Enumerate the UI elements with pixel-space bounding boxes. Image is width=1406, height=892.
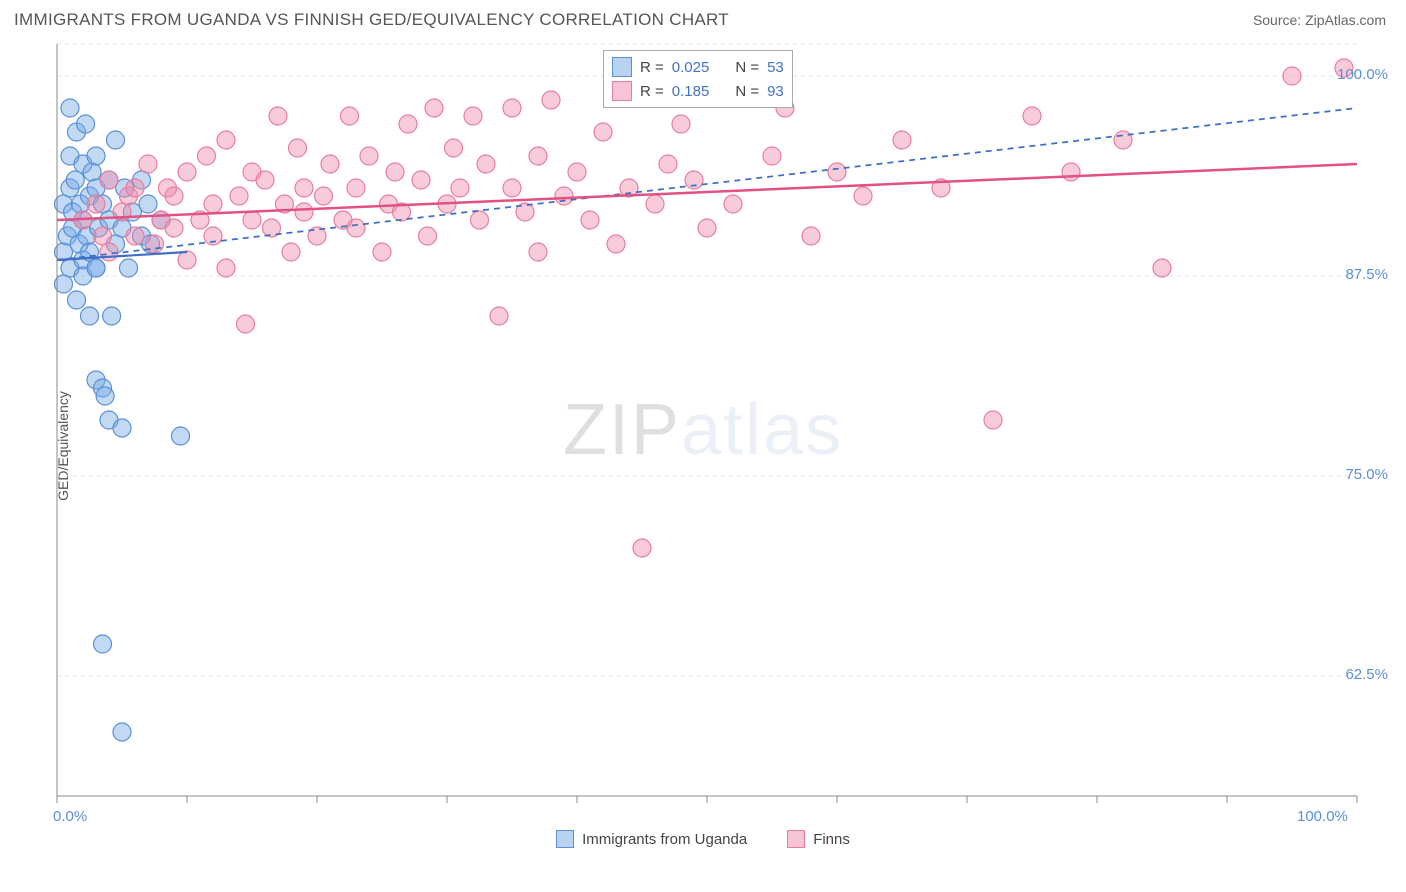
legend-label-finns: Finns [813, 831, 850, 848]
y-tick-label: 62.5% [1345, 666, 1388, 683]
y-tick-label: 100.0% [1337, 66, 1388, 83]
stat-r-label: R = [640, 59, 664, 76]
chart-area: GED/Equivalency 62.5%75.0%87.5%100.0% 0.… [0, 36, 1406, 856]
stat-n-label: N = [735, 83, 759, 100]
legend-item-uganda: Immigrants from Uganda [556, 830, 747, 848]
legend-swatch-uganda [556, 830, 574, 848]
source-label: Source: ZipAtlas.com [1253, 12, 1386, 28]
correlation-legend: R = 0.025 N = 53 R = 0.185 N = 93 [603, 50, 793, 108]
stat-r-label: R = [640, 83, 664, 100]
legend-item-finns: Finns [787, 830, 850, 848]
stat-swatch [612, 57, 632, 77]
series-legend: Immigrants from Uganda Finns [0, 822, 1406, 856]
y-tick-label: 87.5% [1345, 266, 1388, 283]
chart-title: IMMIGRANTS FROM UGANDA VS FINNISH GED/EQ… [14, 10, 729, 30]
stat-n-value: 53 [767, 59, 784, 76]
legend-swatch-finns [787, 830, 805, 848]
stat-legend-row: R = 0.185 N = 93 [612, 79, 784, 103]
stat-r-value: 0.025 [672, 59, 710, 76]
chart-header: IMMIGRANTS FROM UGANDA VS FINNISH GED/EQ… [0, 0, 1406, 36]
scatter-plot-svg [45, 36, 1385, 816]
stat-n-value: 93 [767, 83, 784, 100]
legend-label-uganda: Immigrants from Uganda [582, 831, 747, 848]
stat-swatch [612, 81, 632, 101]
stat-n-label: N = [735, 59, 759, 76]
y-tick-label: 75.0% [1345, 466, 1388, 483]
stat-legend-row: R = 0.025 N = 53 [612, 55, 784, 79]
stat-r-value: 0.185 [672, 83, 710, 100]
